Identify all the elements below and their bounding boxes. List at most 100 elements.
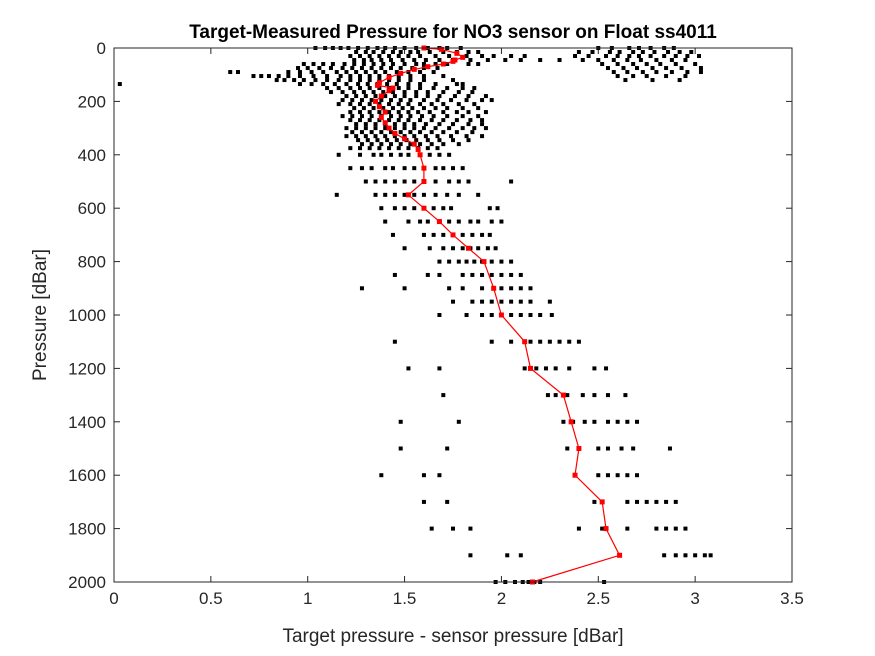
data-point xyxy=(305,66,310,71)
data-point xyxy=(664,526,669,531)
data-point xyxy=(431,70,436,75)
data-point xyxy=(352,58,357,63)
data-point xyxy=(549,313,554,317)
data-point xyxy=(389,152,394,157)
data-point xyxy=(433,54,438,59)
data-point xyxy=(576,50,581,55)
data-point xyxy=(476,106,481,111)
data-point xyxy=(348,54,353,59)
data-point xyxy=(406,146,411,151)
mean-point xyxy=(411,141,417,147)
data-point xyxy=(379,58,384,63)
data-point xyxy=(359,166,364,171)
data-point xyxy=(592,499,597,504)
data-point xyxy=(377,146,382,151)
data-point xyxy=(456,419,461,424)
data-point xyxy=(454,110,459,115)
mean-point xyxy=(560,392,566,398)
data-point xyxy=(509,179,514,184)
data-point xyxy=(379,473,384,478)
data-point xyxy=(673,499,678,504)
data-point xyxy=(425,146,430,151)
data-point xyxy=(383,94,388,99)
mean-point xyxy=(398,70,404,76)
data-point xyxy=(685,70,690,75)
data-point xyxy=(371,106,376,111)
data-point xyxy=(396,78,401,83)
data-point xyxy=(423,122,428,127)
data-point xyxy=(464,98,469,103)
data-point xyxy=(398,419,403,424)
data-point xyxy=(509,286,514,291)
data-point xyxy=(373,192,378,197)
data-point xyxy=(605,446,610,451)
data-point xyxy=(483,110,488,115)
data-point xyxy=(340,98,345,103)
data-point xyxy=(385,82,390,87)
data-point xyxy=(377,102,382,107)
data-point xyxy=(650,66,655,71)
data-point xyxy=(369,58,374,63)
mean-point xyxy=(376,80,382,86)
data-point xyxy=(392,94,397,99)
data-point xyxy=(664,499,669,504)
data-point xyxy=(408,114,413,119)
data-point xyxy=(402,122,407,127)
data-point xyxy=(332,82,337,87)
data-point xyxy=(437,366,442,371)
data-point xyxy=(464,134,469,139)
data-point xyxy=(301,78,306,83)
data-point xyxy=(321,82,326,87)
data-point xyxy=(387,102,392,107)
data-point xyxy=(485,246,490,251)
data-point xyxy=(487,206,492,211)
data-point xyxy=(421,74,426,79)
data-point xyxy=(596,58,601,63)
data-point xyxy=(480,299,485,304)
data-point xyxy=(387,146,392,151)
data-point xyxy=(491,54,496,59)
data-point xyxy=(425,272,430,277)
data-point xyxy=(466,50,471,55)
data-point xyxy=(476,62,481,67)
data-point xyxy=(408,50,413,55)
data-point xyxy=(398,66,403,71)
data-point xyxy=(596,473,601,478)
data-point xyxy=(553,366,558,371)
data-point xyxy=(445,62,450,67)
data-point xyxy=(383,179,388,184)
mean-point xyxy=(405,192,411,198)
data-point xyxy=(325,78,330,83)
data-point xyxy=(402,166,407,171)
data-point xyxy=(328,66,333,71)
data-point xyxy=(447,286,452,291)
data-point xyxy=(340,114,345,119)
data-point xyxy=(392,192,397,197)
data-point xyxy=(460,246,465,251)
data-point xyxy=(582,419,587,424)
data-point xyxy=(358,118,363,123)
x-tick-label: 0.5 xyxy=(199,589,223,608)
data-point xyxy=(336,78,341,83)
data-point xyxy=(635,499,640,504)
mean-point xyxy=(617,552,623,558)
data-point xyxy=(392,339,397,344)
data-point xyxy=(429,102,434,107)
data-point xyxy=(361,58,366,63)
mean-point xyxy=(481,259,487,265)
data-point xyxy=(394,82,399,87)
data-point xyxy=(615,473,620,478)
mean-point xyxy=(376,104,382,110)
mean-point xyxy=(374,82,380,88)
data-point xyxy=(408,78,413,83)
data-point xyxy=(528,299,533,304)
data-point xyxy=(286,74,291,79)
data-point xyxy=(441,50,446,55)
data-point xyxy=(423,134,428,139)
data-point xyxy=(392,134,397,139)
data-point xyxy=(621,66,626,71)
data-point xyxy=(435,66,440,71)
data-point xyxy=(412,166,417,171)
data-point xyxy=(412,58,417,63)
data-point xyxy=(518,553,523,558)
